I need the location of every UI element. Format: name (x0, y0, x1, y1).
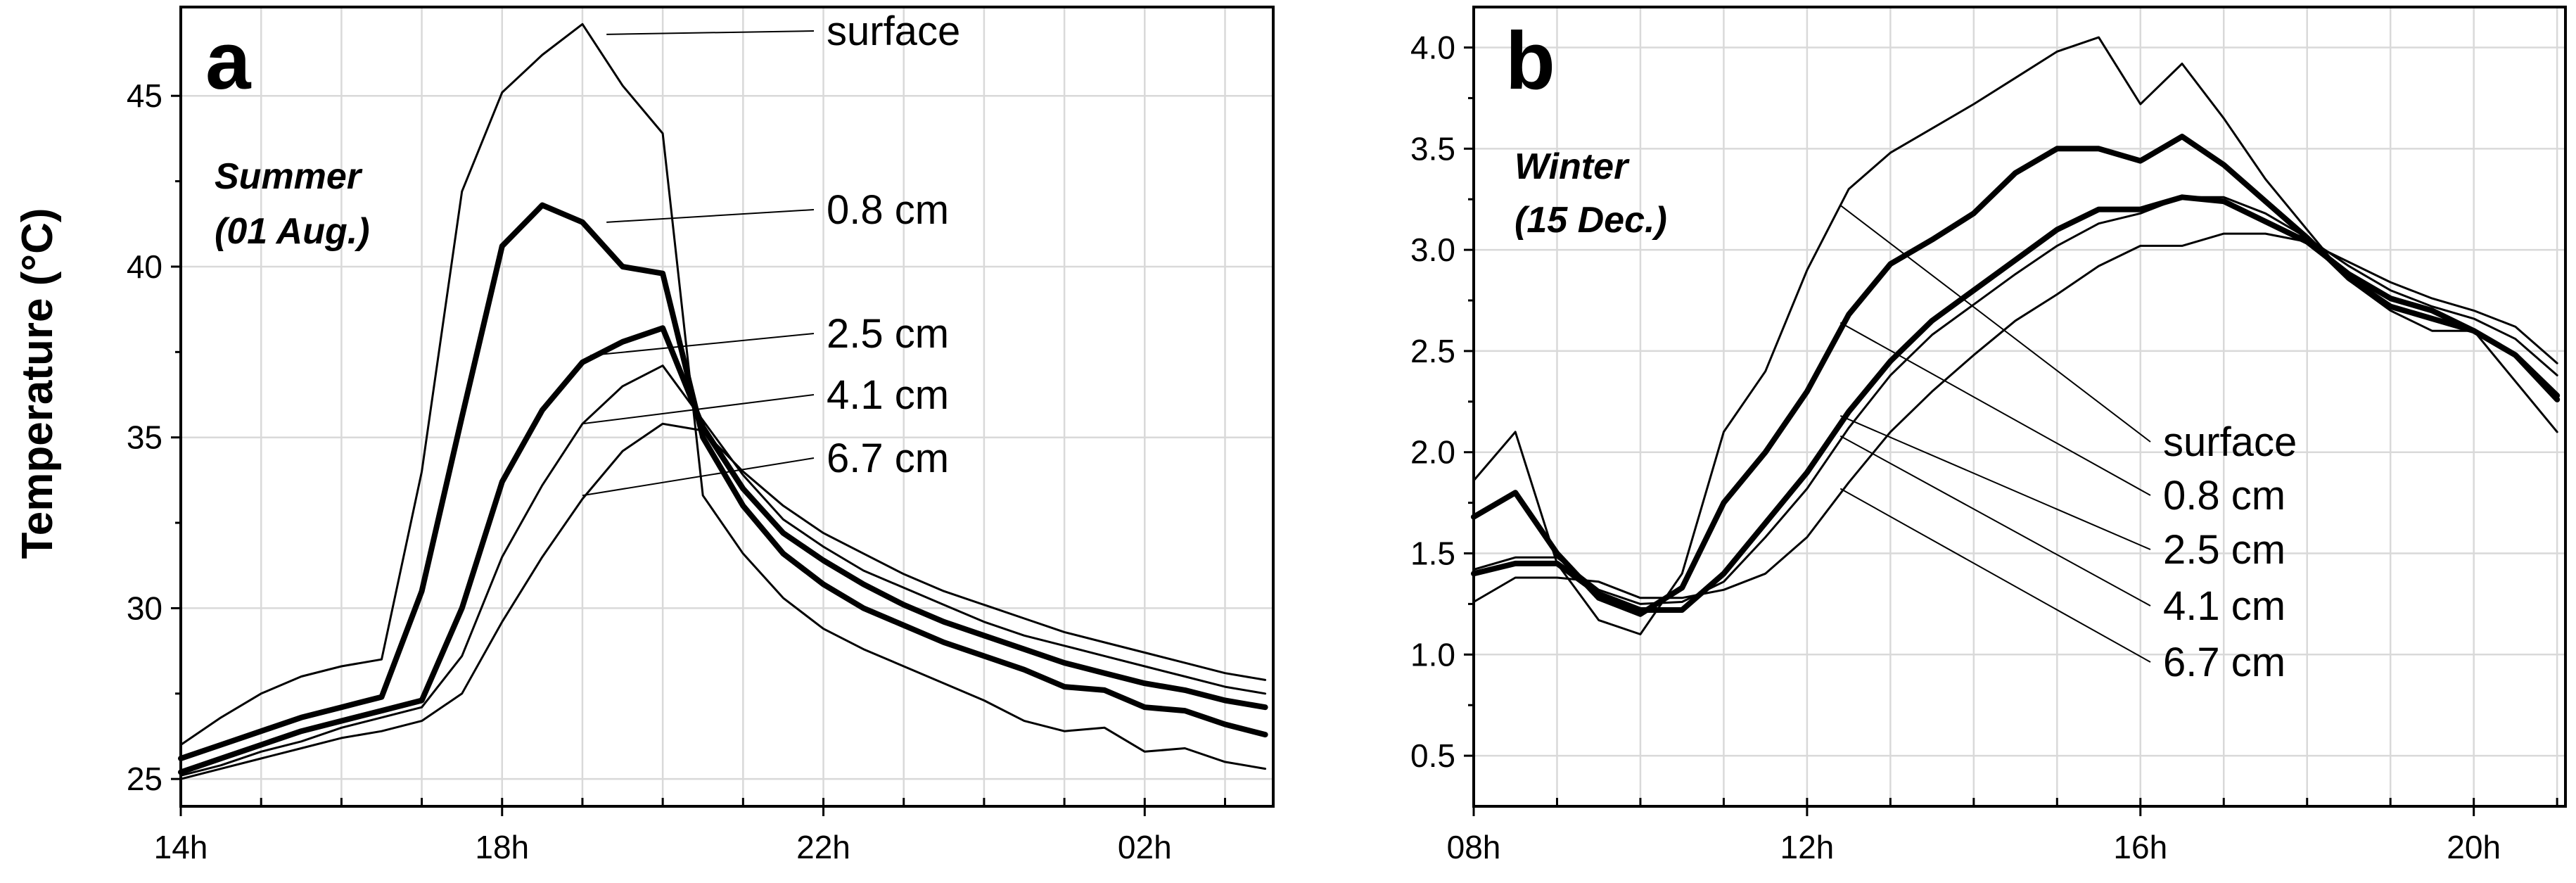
x-tick-label: 20h (2447, 829, 2501, 865)
plot-frame-a (179, 6, 1275, 808)
season-label-winter: Winter (1515, 146, 1630, 187)
x-tick-label: 12h (1780, 829, 1835, 865)
series-label-6-7-cm: 6.7 cm (827, 436, 949, 481)
series-label-surface: surface (2163, 419, 2297, 465)
series-line-4-1-cm (1472, 196, 2558, 605)
leader-line-6-7-cm (1839, 488, 2151, 663)
y-tick-label: 25 (127, 761, 162, 797)
series-line-surface (1472, 36, 2558, 635)
season-date-winter: (15 Dec.) (1515, 200, 1667, 241)
x-tick-label: 08h (1447, 829, 1501, 865)
leader-line-0-8-cm (1839, 322, 2151, 496)
series-line-2-5-cm (1471, 194, 2561, 613)
x-tick-label: 14h (154, 829, 208, 865)
y-tick-label: 3.0 (1410, 231, 1455, 268)
x-tick-label: 02h (1118, 829, 1172, 865)
series-line-6-7-cm (1472, 232, 2558, 603)
leader-line-4-1-cm (582, 394, 815, 425)
series-line-6-7-cm (179, 422, 1267, 780)
y-tick-label: 40 (127, 248, 162, 285)
y-axis-label: Temperature (°C) (13, 208, 62, 559)
leader-line-2-5-cm (590, 333, 815, 357)
series-label-4-1-cm: 4.1 cm (827, 372, 949, 418)
leader-line-6-7-cm (582, 457, 815, 497)
panel-letter-b: b (1505, 15, 1555, 106)
y-tick-label: 1.0 (1410, 636, 1455, 673)
x-tick-label: 22h (796, 829, 850, 865)
leader-line-surface (606, 30, 815, 35)
y-tick-label: 0.5 (1410, 737, 1455, 774)
y-tick-label: 45 (127, 77, 162, 114)
panel-letter-a: a (205, 15, 252, 106)
panel-a-summer: 25 30 35 40 45 14h 18h 22h 02h a Summer (01 Aug.… (127, 6, 1275, 865)
leader-line-4-1-cm (1839, 435, 2151, 606)
series-line-0-8-cm (1471, 134, 2561, 617)
series-label-0-8-cm: 0.8 cm (2163, 473, 2285, 519)
leader-line-2-5-cm (1839, 415, 2151, 550)
y-tick-label: 1.5 (1410, 535, 1455, 572)
y-tick-label: 3.5 (1410, 130, 1455, 167)
x-tick-label: 16h (2113, 829, 2167, 865)
series-label-2-5-cm: 2.5 cm (2163, 527, 2285, 573)
y-tick-label: 35 (127, 419, 162, 456)
y-tick-label: 2.5 (1410, 333, 1455, 369)
x-tick-label: 18h (475, 829, 529, 865)
series-line-4-1-cm (179, 364, 1267, 777)
season-label-summer: Summer (215, 156, 363, 197)
series-label-0-8-cm: 0.8 cm (827, 187, 949, 233)
series-label-2-5-cm: 2.5 cm (827, 311, 949, 357)
plot-frame-b (1472, 6, 2567, 808)
y-tick-label: 2.0 (1410, 434, 1455, 471)
y-tick-label: 30 (127, 590, 162, 626)
series-label-4-1-cm: 4.1 cm (2163, 583, 2285, 629)
series-line-2-5-cm (178, 325, 1268, 775)
panel-b-winter: 0.5 1.0 1.5 2.0 2.5 3.0 3.5 4.0 08h 12h 16h 20h b W… (1410, 6, 2567, 865)
series-label-surface: surface (827, 8, 960, 54)
series-label-6-7-cm: 6.7 cm (2163, 640, 2285, 685)
season-date-summer: (01 Aug.) (215, 211, 370, 252)
series-line-0-8-cm (178, 202, 1268, 761)
leader-line-0-8-cm (606, 209, 815, 223)
leader-line-surface (1839, 205, 2151, 443)
y-tick-label: 4.0 (1410, 30, 1455, 66)
series-line-surface (179, 23, 1267, 770)
